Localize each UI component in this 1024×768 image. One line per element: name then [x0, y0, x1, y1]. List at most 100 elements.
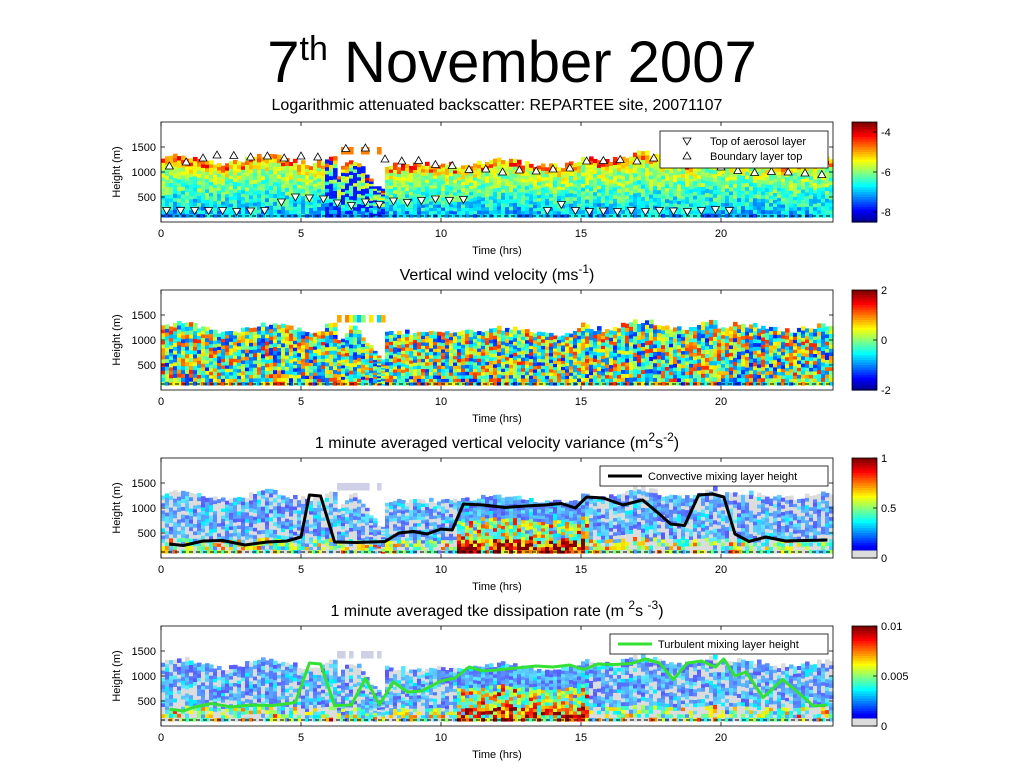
x-axis-label: Time (hrs)	[472, 581, 522, 593]
y-tick-label: 1000	[132, 503, 156, 515]
colorbar-tick-label: 2	[881, 285, 887, 297]
aerosol-layer-top-marker	[189, 207, 200, 216]
panel-3: 1 minute averaged vertical velocity vari…	[111, 430, 896, 593]
legend: Convective mixing layer height	[599, 465, 829, 487]
boundary-layer-top-marker	[397, 156, 407, 165]
aerosol-layer-top-marker	[203, 207, 214, 216]
boundary-layer-top-marker	[262, 151, 273, 160]
x-tick-label: 5	[298, 396, 304, 408]
boundary-layer-top-marker	[565, 163, 575, 172]
panel-title-3: 1 minute averaged vertical velocity vari…	[315, 430, 679, 452]
aerosol-layer-top-marker	[175, 207, 186, 216]
aerosol-layer-top-marker	[654, 207, 665, 216]
y-tick-label: 1500	[132, 646, 156, 658]
boundary-layer-top-marker	[548, 164, 558, 173]
aerosol-layer-top-marker	[231, 208, 242, 217]
aerosol-layer-top-marker	[416, 197, 427, 206]
boundary-layer-top-marker	[245, 152, 256, 161]
boundary-layer-top-marker	[531, 166, 541, 175]
x-tick-label: 20	[715, 396, 727, 408]
panel-title-4: 1 minute averaged tke dissipation rate (…	[330, 598, 663, 620]
colorbar-tick-label: 0.01	[881, 621, 902, 633]
boundary-layer-top-marker	[497, 167, 508, 176]
x-tick-label: 15	[575, 732, 587, 744]
panel-2: Vertical wind velocity (ms-1)0 5 10 15 20500…	[111, 262, 891, 425]
legend: Turbulent mixing layer height	[609, 633, 829, 655]
x-tick-label: 0	[158, 732, 164, 744]
heatmap-field-4	[161, 651, 834, 722]
boundary-layer-top-marker	[464, 164, 474, 173]
legend-label: Boundary layer top	[710, 151, 802, 163]
x-tick-label: 20	[715, 228, 727, 240]
aerosol-layer-top-marker	[710, 206, 721, 215]
boundary-layer-top-marker	[296, 151, 306, 160]
boundary-layer-top-marker	[733, 165, 743, 174]
boundary-layer-top-marker	[341, 143, 351, 152]
title-day: 7	[267, 30, 300, 95]
boundary-layer-top-marker	[447, 160, 457, 169]
aerosol-layer-top-marker	[374, 201, 385, 210]
boundary-layer-top-marker	[581, 156, 592, 165]
boundary-layer-top-marker	[198, 153, 208, 162]
aerosol-layer-top-marker	[626, 207, 637, 216]
y-tick-label: 1500	[132, 310, 156, 322]
x-tick-label: 0	[158, 396, 164, 408]
panel-title-2: Vertical wind velocity (ms-1)	[400, 262, 595, 284]
legend-marker-boundary	[682, 151, 692, 160]
aerosol-layer-top-marker	[612, 208, 623, 217]
aerosol-layer-top-marker	[570, 207, 581, 216]
colorbar-tick-label: 0	[881, 553, 887, 565]
aerosol-layer-top-marker	[245, 207, 256, 216]
y-axis-label: Height (m)	[111, 650, 123, 701]
boundary-layer-top-marker	[164, 161, 175, 170]
y-axis-label: Height (m)	[111, 146, 123, 197]
x-tick-label: 20	[715, 564, 727, 576]
boundary-layer-top-marker	[649, 153, 659, 162]
boundary-layer-top-marker	[279, 153, 289, 162]
aerosol-layer-top-marker	[668, 207, 679, 216]
boundary-layer-top-marker	[766, 166, 777, 175]
aerosol-layer-top-marker	[640, 208, 651, 217]
boundary-layer-top-marker	[817, 169, 827, 178]
page-title: 7th November 2007	[0, 28, 1024, 98]
legend-label: Convective mixing layer height	[648, 471, 797, 483]
y-tick-label: 1500	[132, 142, 156, 154]
x-axis-label: Time (hrs)	[472, 413, 522, 425]
x-tick-label: 5	[298, 228, 304, 240]
aerosol-layer-top-marker	[318, 195, 329, 204]
x-axis-label: Time (hrs)	[472, 245, 522, 257]
y-tick-label: 500	[138, 696, 156, 708]
colorbar-tick-label: 1	[881, 453, 887, 465]
aerosol-layer-top-marker	[584, 208, 595, 217]
boundary-layer-top-marker	[360, 143, 371, 152]
x-tick-label: 15	[575, 228, 587, 240]
boundary-layer-top-marker	[615, 154, 625, 163]
aerosol-layer-top-marker	[556, 201, 567, 210]
x-tick-label: 0	[158, 228, 164, 240]
y-tick-label: 1000	[132, 335, 156, 347]
aerosol-layer-top-marker	[542, 207, 553, 216]
boundary-layer-top-marker	[181, 157, 191, 166]
title-ordinal-suffix: th	[299, 30, 328, 68]
colorbar-tick-label: 0	[881, 335, 887, 347]
aerosol-layer-top-marker	[458, 196, 469, 205]
boundary-layer-top-marker	[800, 168, 810, 177]
legend-label: Turbulent mixing layer height	[658, 639, 799, 651]
boundary-layer-top-marker	[413, 155, 424, 164]
colorbar-2: 2 0 -2	[851, 285, 891, 397]
y-tick-label: 500	[138, 192, 156, 204]
aerosol-layer-top-marker	[304, 194, 315, 203]
aerosol-layer-top-marker	[388, 197, 399, 206]
aerosol-layer-top-marker	[346, 202, 357, 211]
aerosol-layer-top-marker	[217, 207, 228, 216]
aerosol-layer-top-marker	[276, 198, 287, 207]
y-axis-label: Height (m)	[111, 314, 123, 365]
boundary-layer-top-marker	[749, 167, 760, 176]
x-tick-label: 15	[575, 396, 587, 408]
colorbar-tick-label: -8	[881, 207, 891, 219]
title-month-year: November 2007	[327, 30, 757, 95]
heatmap-field-2	[161, 315, 834, 386]
colorbar-3: 10.50	[851, 453, 896, 565]
y-tick-label: 500	[138, 528, 156, 540]
